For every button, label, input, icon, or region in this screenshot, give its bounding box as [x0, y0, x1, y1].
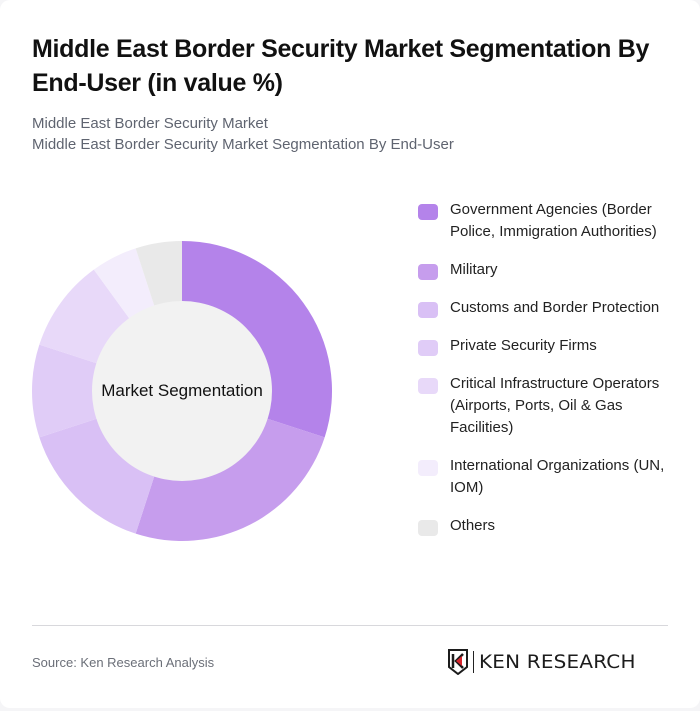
legend-swatch-icon	[418, 520, 438, 536]
legend-label: International Organizations (UN, IOM)	[450, 457, 665, 496]
donut-slice[interactable]	[93, 248, 155, 319]
logo-wordmark: KEN RESEARCH	[479, 651, 636, 673]
legend-label: Critical Infrastructure Operators (Airpo…	[450, 375, 660, 436]
legend-item[interactable]: International Organizations (UN, IOM)	[418, 455, 678, 499]
subtitle-segmentation: Middle East Border Security Market Segme…	[32, 136, 454, 153]
legend-swatch-icon	[418, 340, 438, 356]
chart-subtitle: Middle East Border Security Market Middl…	[32, 113, 672, 155]
legend-label: Customs and Border Protection	[450, 299, 660, 316]
donut-hole	[92, 301, 272, 481]
legend-item[interactable]: Government Agencies (Border Police, Immi…	[418, 199, 678, 243]
legend-label: Private Security Firms	[450, 337, 597, 354]
legend-swatch-icon	[418, 264, 438, 280]
ken-research-logo-icon	[448, 649, 468, 675]
chart-title: Middle East Border Security Market Segme…	[32, 35, 650, 97]
logo-separator	[473, 651, 474, 673]
legend-item[interactable]: Private Security Firms	[418, 335, 678, 357]
donut-slice[interactable]	[39, 269, 130, 364]
legend-swatch-icon	[418, 204, 438, 220]
donut-slice[interactable]	[32, 344, 98, 438]
subtitle-market: Middle East Border Security Market	[32, 115, 268, 132]
legend-swatch-icon	[418, 460, 438, 476]
legend-item[interactable]: Others	[418, 515, 678, 537]
donut-svg	[32, 241, 332, 541]
legend-swatch-icon	[418, 378, 438, 394]
donut-slice[interactable]	[39, 418, 155, 534]
legend-item[interactable]: Military	[418, 259, 678, 281]
legend-label: Others	[450, 517, 496, 534]
legend-label: Military	[450, 261, 498, 278]
source-note: Source: Ken Research Analysis	[32, 655, 215, 670]
legend-swatch-icon	[418, 302, 438, 318]
footer-divider	[32, 625, 668, 626]
legend-item[interactable]: Customs and Border Protection	[418, 297, 678, 319]
donut-slice[interactable]	[135, 418, 325, 541]
legend-label: Government Agencies (Border Police, Immi…	[450, 201, 657, 240]
legend-item[interactable]: Critical Infrastructure Operators (Airpo…	[418, 373, 678, 439]
ken-research-logo: KEN RESEARCH	[447, 649, 635, 675]
donut-slice[interactable]	[135, 241, 182, 307]
chart-legend: Government Agencies (Border Police, Immi…	[418, 199, 678, 553]
donut-chart: Market Segmentation	[32, 241, 332, 541]
donut-slice[interactable]	[182, 241, 332, 438]
